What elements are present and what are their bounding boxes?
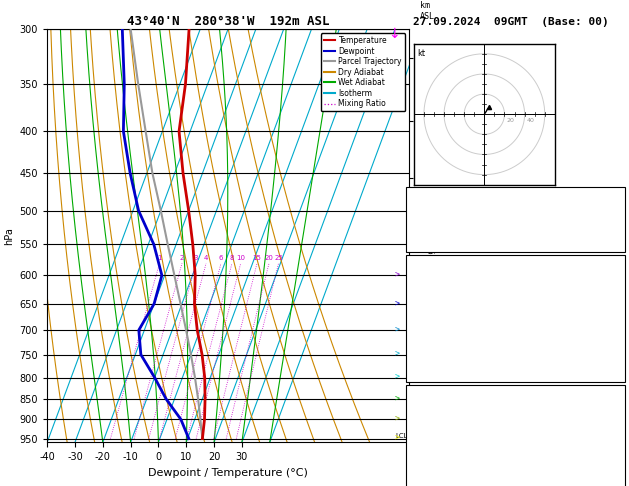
Text: >: > <box>395 395 400 403</box>
Text: θε (K): θε (K) <box>411 413 446 423</box>
Text: 6: 6 <box>219 255 223 261</box>
Text: Pressure (mb): Pressure (mb) <box>411 393 487 403</box>
Text: K: K <box>411 190 416 200</box>
Text: >: > <box>395 326 400 334</box>
Text: © weatheronline.co.uk: © weatheronline.co.uk <box>463 471 567 480</box>
Y-axis label: Mixing Ratio (g/kg): Mixing Ratio (g/kg) <box>427 196 436 276</box>
Text: 15: 15 <box>253 255 262 261</box>
Text: 40: 40 <box>526 118 535 123</box>
Text: >: > <box>395 415 400 424</box>
Text: CAPE (J): CAPE (J) <box>411 342 458 352</box>
Text: km
ASL: km ASL <box>420 1 435 21</box>
Text: 27.09.2024  09GMT  (Base: 00): 27.09.2024 09GMT (Base: 00) <box>413 17 609 27</box>
Text: -17: -17 <box>602 190 620 200</box>
Text: 1: 1 <box>157 255 162 261</box>
Text: LCL: LCL <box>396 433 408 438</box>
Text: Surface: Surface <box>494 256 536 266</box>
Text: 25: 25 <box>274 255 283 261</box>
Text: 20: 20 <box>506 118 515 123</box>
Text: 25: 25 <box>608 210 620 220</box>
Text: θε(K): θε(K) <box>411 302 440 312</box>
Text: 1.35: 1.35 <box>596 230 620 240</box>
Text: 10.4: 10.4 <box>596 282 620 293</box>
Text: 20: 20 <box>265 255 274 261</box>
Text: 0: 0 <box>614 472 620 483</box>
Text: CIN (J): CIN (J) <box>411 362 452 372</box>
Text: kt: kt <box>417 49 425 58</box>
Text: >: > <box>395 350 400 359</box>
Text: 315: 315 <box>602 413 620 423</box>
Text: >: > <box>395 373 400 382</box>
Text: 15: 15 <box>608 322 620 332</box>
Text: 0: 0 <box>614 362 620 372</box>
Text: 26: 26 <box>608 433 620 443</box>
Text: Temp (°C): Temp (°C) <box>411 262 464 273</box>
Text: 15.3: 15.3 <box>596 262 620 273</box>
X-axis label: Dewpoint / Temperature (°C): Dewpoint / Temperature (°C) <box>148 468 308 478</box>
Text: >: > <box>395 271 400 280</box>
Text: 0: 0 <box>614 452 620 463</box>
Text: >: > <box>395 299 400 308</box>
Text: Totals Totals: Totals Totals <box>411 210 487 220</box>
Text: Lifted Index: Lifted Index <box>411 322 481 332</box>
Legend: Temperature, Dewpoint, Parcel Trajectory, Dry Adiabat, Wet Adiabat, Isotherm, Mi: Temperature, Dewpoint, Parcel Trajectory… <box>321 33 405 111</box>
Text: PW (cm): PW (cm) <box>411 230 452 240</box>
Y-axis label: hPa: hPa <box>4 227 14 244</box>
Text: 700: 700 <box>602 393 620 403</box>
Text: CIN (J): CIN (J) <box>411 472 452 483</box>
Text: 4: 4 <box>204 255 208 261</box>
Text: Most Unstable: Most Unstable <box>477 386 554 397</box>
Text: Dewp (°C): Dewp (°C) <box>411 282 464 293</box>
Text: >: > <box>395 434 400 443</box>
Text: 0: 0 <box>614 342 620 352</box>
Text: ↓: ↓ <box>389 27 400 41</box>
Title: 43°40'N  280°38'W  192m ASL: 43°40'N 280°38'W 192m ASL <box>127 15 329 28</box>
Text: 311: 311 <box>602 302 620 312</box>
Text: 10: 10 <box>237 255 245 261</box>
Text: Lifted Index: Lifted Index <box>411 433 481 443</box>
Text: CAPE (J): CAPE (J) <box>411 452 458 463</box>
Text: 3: 3 <box>194 255 198 261</box>
Text: 2: 2 <box>180 255 184 261</box>
Text: 8: 8 <box>230 255 234 261</box>
